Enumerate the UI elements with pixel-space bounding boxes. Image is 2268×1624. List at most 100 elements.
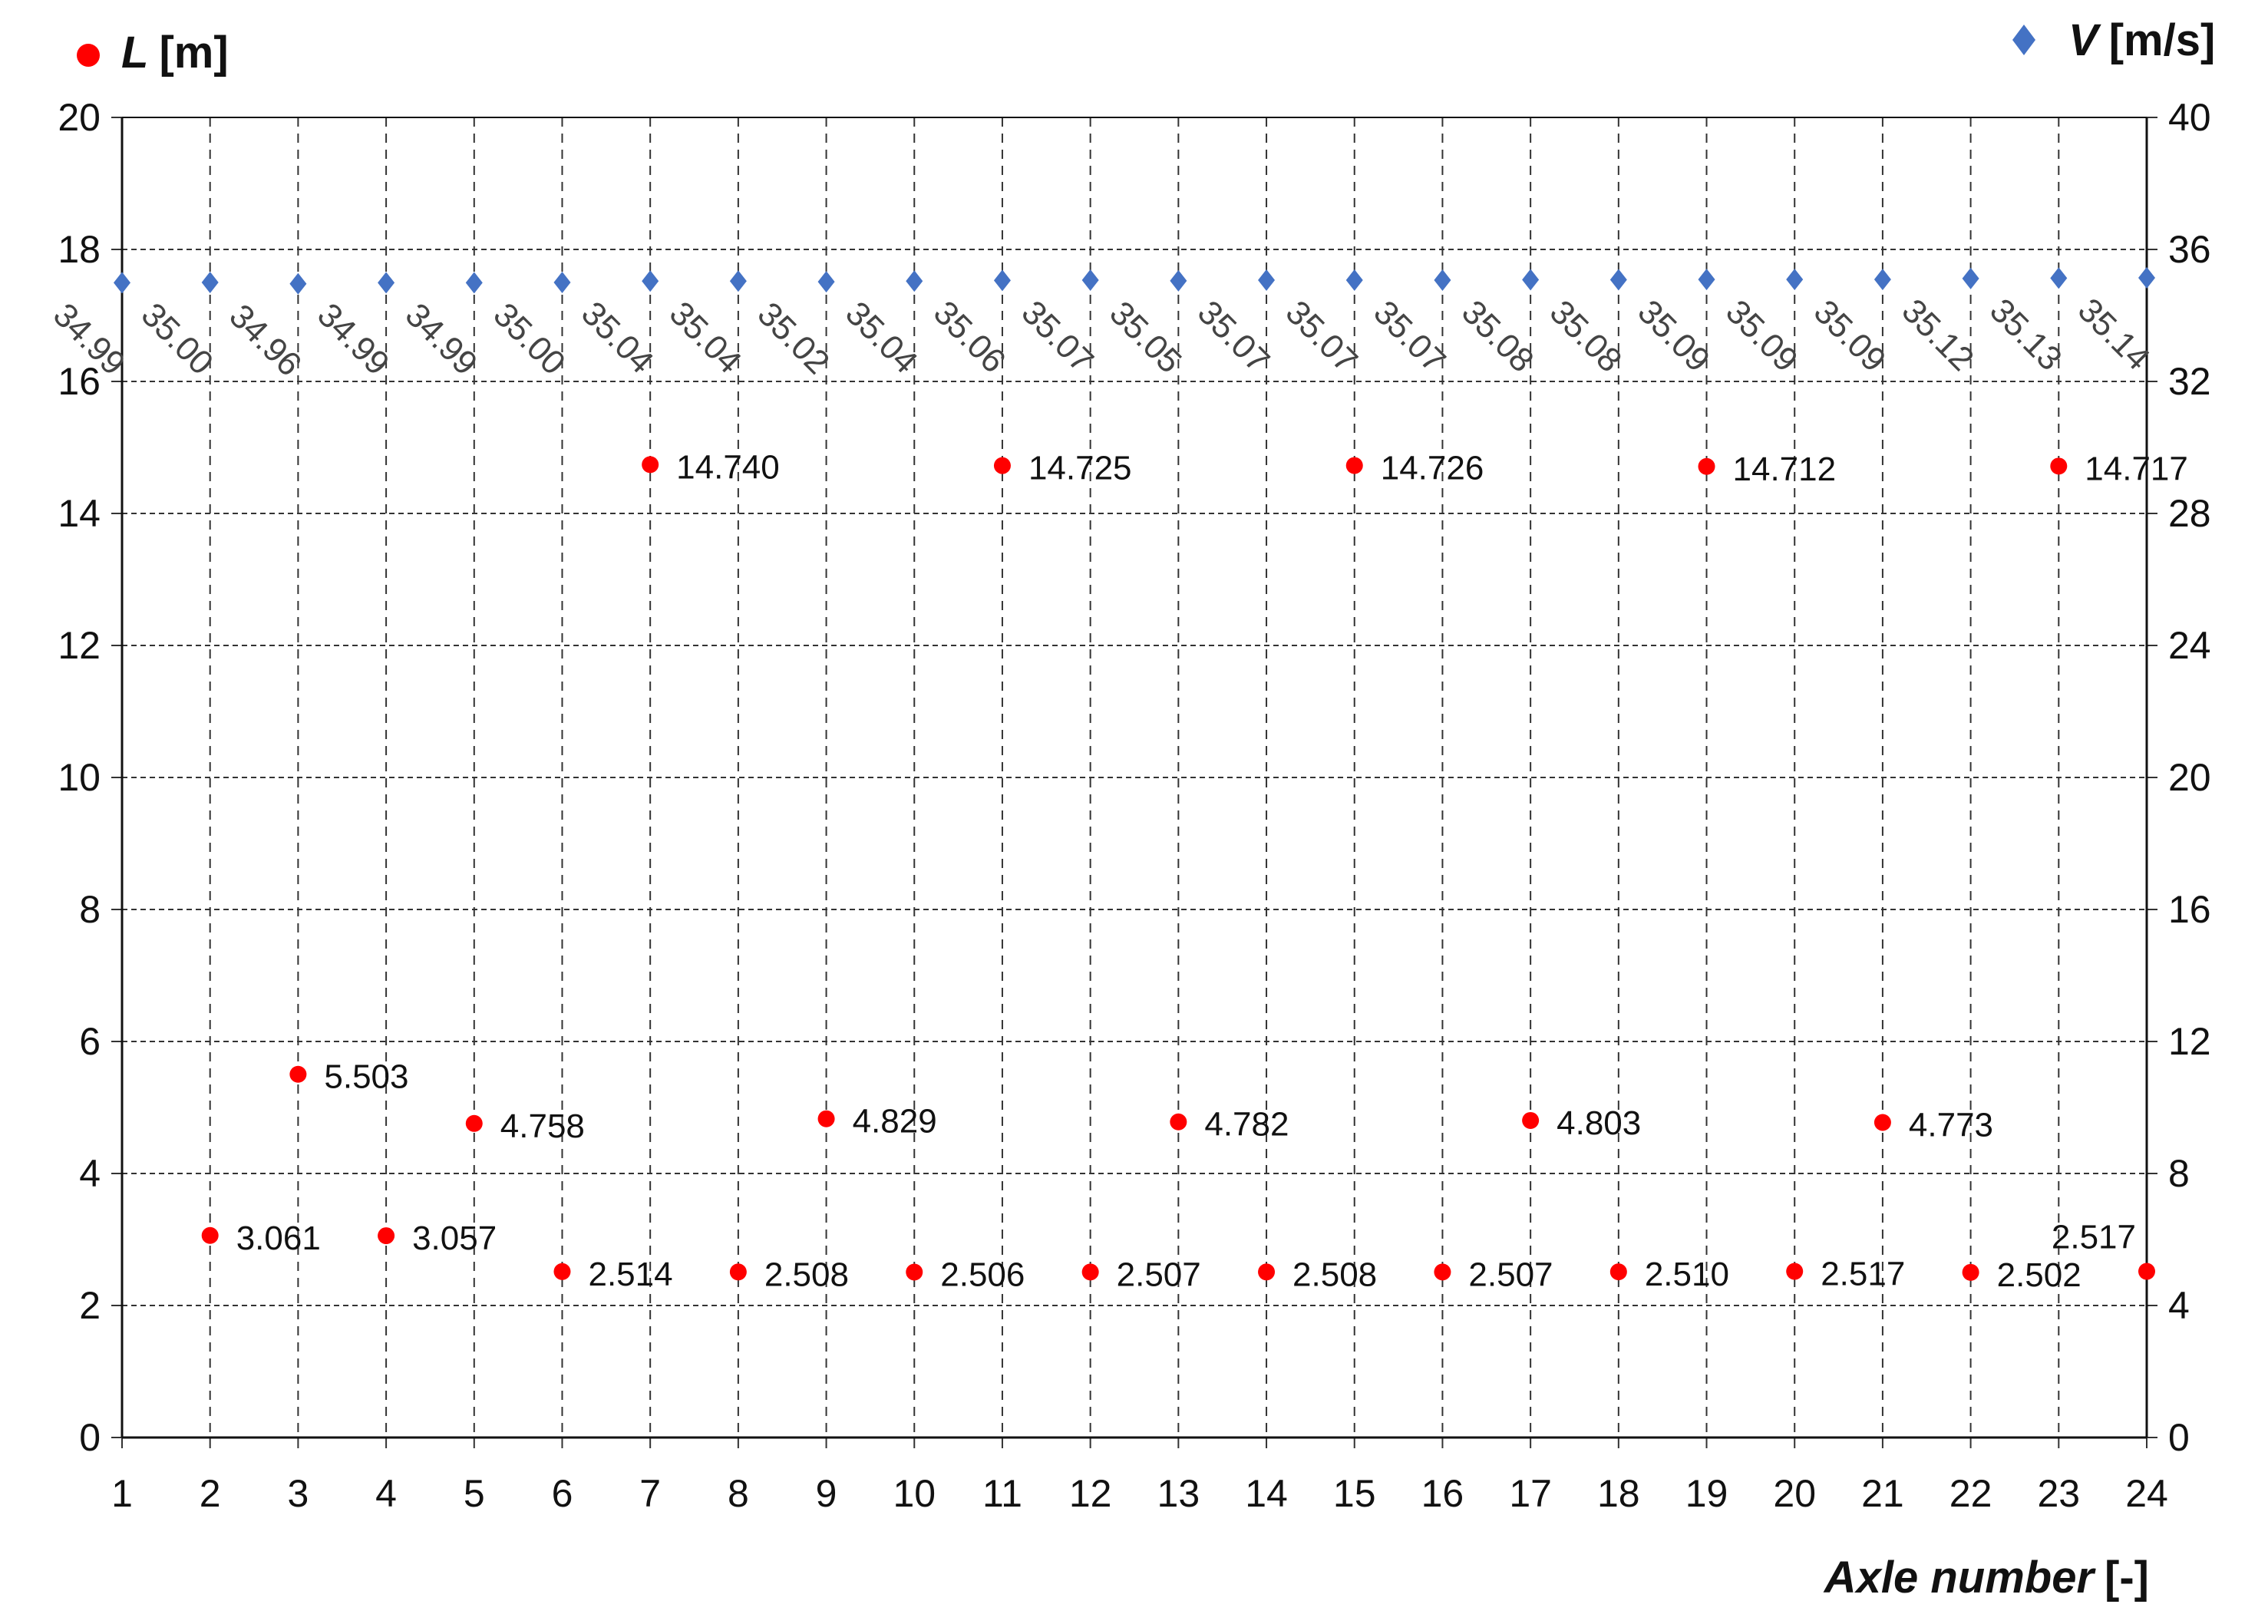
legend-v-label: V [m/s] xyxy=(2068,15,2215,65)
l-data-label: 3.057 xyxy=(412,1220,497,1257)
l-data-label: 4.803 xyxy=(1557,1104,1641,1142)
l-data-label: 5.503 xyxy=(324,1058,408,1096)
x-tick-label: 11 xyxy=(982,1472,1022,1515)
v-data-label: 35.07 xyxy=(1015,293,1101,380)
v-point xyxy=(993,269,1011,292)
y-left-tick-label: 8 xyxy=(79,888,101,931)
v-data-label: 35.12 xyxy=(1895,292,1982,378)
x-tick-label: 9 xyxy=(816,1472,837,1515)
y-right-tick-label: 36 xyxy=(2168,228,2211,271)
l-data-label: 2.517 xyxy=(1821,1256,1905,1293)
v-data-label: 35.09 xyxy=(1718,293,1805,380)
x-tick-label: 1 xyxy=(111,1472,133,1515)
x-tick-label: 2 xyxy=(200,1472,221,1515)
l-data-label: 14.725 xyxy=(1028,450,1132,487)
y-right-tick-label: 24 xyxy=(2168,624,2211,667)
v-point xyxy=(1873,269,1891,291)
y-left-tick-label: 20 xyxy=(58,96,101,139)
x-tick-label: 21 xyxy=(1861,1472,1904,1515)
l-point xyxy=(289,1065,307,1083)
v-point xyxy=(553,272,571,293)
data-marks: 34.99 35.00 34.96 34.99 34.99 35.00 35.04 35.04… xyxy=(46,266,2188,1294)
l-data-label: 2.506 xyxy=(940,1256,1025,1293)
v-point xyxy=(1522,269,1540,291)
x-axis-title: Axle number [-] xyxy=(1823,1553,2149,1603)
v-point xyxy=(2050,267,2068,289)
v-point xyxy=(1258,269,1276,291)
grid xyxy=(122,117,2147,1438)
legend-v-marker xyxy=(2012,25,2035,55)
l-point xyxy=(1081,1263,1099,1281)
v-point xyxy=(817,271,835,293)
l-point xyxy=(465,1114,483,1132)
l-data-label: 4.782 xyxy=(1204,1106,1289,1144)
x-tick-label: 4 xyxy=(375,1472,397,1515)
legend-l: L [m] xyxy=(77,28,229,78)
l-point xyxy=(993,457,1011,474)
v-data-label: 35.09 xyxy=(1630,293,1717,380)
x-tick-label: 14 xyxy=(1245,1472,1288,1515)
v-point xyxy=(642,270,659,292)
y-left-tick-label: 12 xyxy=(58,624,101,667)
l-point xyxy=(906,1263,923,1281)
x-tick-label: 3 xyxy=(287,1472,309,1515)
y-right-tick-label: 12 xyxy=(2168,1020,2211,1063)
v-data-label: 34.99 xyxy=(310,296,397,383)
v-point xyxy=(1081,269,1099,291)
v-point xyxy=(1609,269,1627,291)
v-data-label: 35.08 xyxy=(1543,293,1629,380)
l-point xyxy=(201,1226,219,1244)
v-data-label: 35.07 xyxy=(1279,293,1365,380)
x-tick-label: 18 xyxy=(1597,1472,1640,1515)
x-tick-label: 10 xyxy=(893,1472,936,1515)
l-point xyxy=(1609,1263,1627,1281)
l-data-label: 2.508 xyxy=(764,1256,849,1293)
v-data-label: 35.00 xyxy=(134,295,221,382)
v-data-label: 34.99 xyxy=(398,296,485,383)
l-point xyxy=(553,1263,571,1280)
x-tick-label: 22 xyxy=(1949,1472,1992,1515)
l-point xyxy=(1434,1263,1451,1281)
l-point xyxy=(729,1263,747,1281)
y-left-tick-label: 4 xyxy=(79,1152,101,1195)
x-tick-label: 12 xyxy=(1069,1472,1112,1515)
v-point xyxy=(2138,266,2155,289)
x-tick-label: 6 xyxy=(552,1472,573,1515)
l-data-label: 2.508 xyxy=(1292,1256,1377,1293)
x-tick-label: 15 xyxy=(1333,1472,1376,1515)
y-right-tick-label: 40 xyxy=(2168,96,2211,139)
x-tick-label: 19 xyxy=(1685,1472,1728,1515)
l-point xyxy=(1962,1263,1979,1281)
l-point xyxy=(2138,1263,2155,1280)
x-tick-label: 23 xyxy=(2037,1472,2080,1515)
x-tick-label: 13 xyxy=(1157,1472,1200,1515)
l-data-label: 4.829 xyxy=(853,1103,937,1140)
x-tick-label: 17 xyxy=(1509,1472,1552,1515)
v-point xyxy=(1434,269,1451,291)
l-data-label: 14.717 xyxy=(2085,450,2188,487)
tick-labels: 1 2 3 4 5 6 7 8 9 10 11 12 13 14 15 16 17 18 19 20 21 22 23 240… xyxy=(58,96,2210,1515)
l-data-label: 4.773 xyxy=(1909,1107,1993,1144)
v-data-label: 35.13 xyxy=(1982,292,2069,378)
l-point xyxy=(1170,1113,1187,1131)
l-data-label: 4.758 xyxy=(500,1107,585,1145)
l-data-label: 14.726 xyxy=(1381,450,1484,487)
v-data-label: 35.04 xyxy=(662,295,749,381)
v-point xyxy=(114,272,130,294)
legend-l-marker xyxy=(77,44,100,67)
l-point xyxy=(2050,457,2068,475)
l-data-label: 2.507 xyxy=(1468,1256,1553,1293)
x-tick-label: 16 xyxy=(1421,1472,1464,1515)
l-point xyxy=(1522,1111,1540,1129)
y-left-tick-label: 2 xyxy=(79,1284,101,1327)
l-point xyxy=(1698,457,1715,475)
x-tick-label: 7 xyxy=(639,1472,661,1515)
x-tick-label: 5 xyxy=(464,1472,485,1515)
l-point xyxy=(1258,1263,1276,1281)
v-point xyxy=(1698,269,1715,291)
y-right-tick-label: 20 xyxy=(2168,756,2211,799)
l-point xyxy=(1873,1114,1891,1131)
l-point xyxy=(1345,457,1363,474)
v-data-label: 35.04 xyxy=(838,295,925,381)
l-data-label: 2.517 xyxy=(2052,1219,2136,1256)
